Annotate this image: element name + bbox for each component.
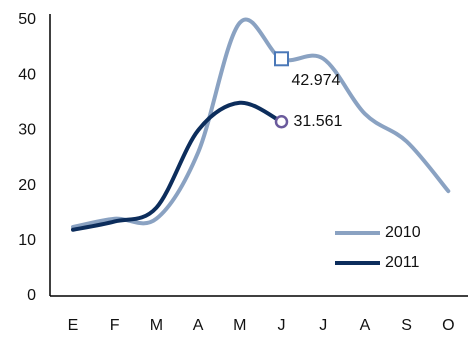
point-marker [274, 51, 289, 67]
x-tick-label: O [442, 317, 454, 334]
y-tick-label: 50 [18, 11, 36, 28]
x-tick-label: E [68, 317, 79, 334]
y-tick-label: 40 [18, 66, 36, 83]
legend-label: 2010 [385, 224, 421, 241]
x-tick-label: A [193, 317, 204, 334]
legend-label: 2011 [385, 254, 420, 271]
x-tick-label: A [360, 317, 371, 334]
data-label: 42.974 [292, 72, 341, 89]
x-tick-label: S [401, 317, 412, 334]
point-marker [274, 115, 289, 129]
line-series [71, 17, 451, 229]
x-tick-label: F [110, 317, 120, 334]
y-tick-label: 0 [27, 287, 36, 304]
x-tick-label: M [150, 317, 163, 334]
y-tick-label: 30 [18, 122, 36, 139]
y-tick-label: 20 [18, 177, 36, 194]
y-tick-label: 10 [18, 232, 36, 249]
x-tick-label: M [233, 317, 246, 334]
x-tick-label: J [319, 317, 327, 334]
x-tick-label: J [278, 317, 286, 334]
line-series [71, 100, 284, 232]
data-label: 31.561 [294, 113, 343, 130]
